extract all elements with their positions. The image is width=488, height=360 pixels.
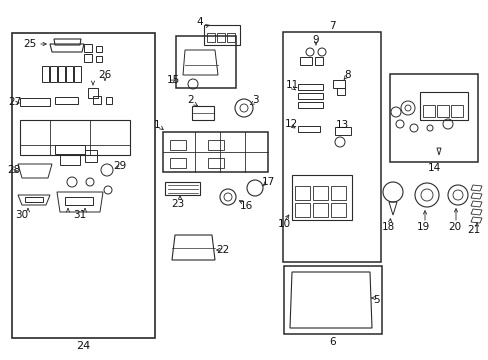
Text: 15: 15 [166, 75, 179, 85]
Bar [294, 186, 309, 200]
Bar [330, 203, 346, 217]
Bar [106, 97, 112, 104]
Bar [206, 33, 215, 42]
Bar [60, 155, 80, 165]
Text: 13: 13 [335, 120, 348, 130]
Bar [207, 140, 224, 150]
Bar [312, 203, 327, 217]
Bar [297, 84, 323, 90]
Text: 9: 9 [312, 35, 319, 45]
Text: 12: 12 [284, 119, 297, 129]
Bar [422, 105, 434, 117]
Bar [297, 93, 323, 99]
Bar [294, 203, 309, 217]
Text: 16: 16 [239, 201, 252, 211]
Bar [93, 96, 101, 104]
Bar [84, 44, 92, 52]
Text: 3: 3 [251, 95, 258, 105]
Text: 26: 26 [98, 70, 111, 80]
Bar [299, 57, 311, 65]
Text: 10: 10 [277, 219, 290, 229]
Bar [192, 106, 214, 120]
Text: 29: 29 [113, 161, 126, 171]
Bar [12, 33, 155, 338]
Bar [226, 33, 235, 42]
Bar [436, 105, 448, 117]
Text: 24: 24 [76, 341, 90, 351]
Text: 11: 11 [285, 80, 298, 90]
Bar [96, 56, 102, 62]
Bar [314, 57, 323, 65]
Bar [330, 186, 346, 200]
Text: 21: 21 [467, 225, 480, 235]
Text: 18: 18 [381, 222, 394, 232]
Bar [283, 32, 380, 262]
Bar [170, 140, 185, 150]
Bar [170, 158, 185, 168]
Text: 30: 30 [16, 210, 28, 220]
Text: 28: 28 [7, 165, 20, 175]
Text: 4: 4 [196, 17, 203, 27]
Bar [450, 105, 462, 117]
Bar [217, 33, 224, 42]
Text: 7: 7 [328, 21, 335, 31]
Text: 8: 8 [344, 70, 350, 80]
Bar [74, 66, 81, 82]
Bar [419, 92, 467, 120]
Text: 23: 23 [171, 199, 184, 209]
Bar [284, 266, 381, 334]
Bar [389, 74, 477, 162]
Text: 20: 20 [447, 222, 461, 232]
Bar [96, 46, 102, 52]
Bar [58, 66, 65, 82]
Bar [334, 127, 350, 135]
Text: 17: 17 [261, 177, 274, 187]
Bar [203, 25, 240, 45]
Text: 2: 2 [187, 95, 194, 105]
Text: 27: 27 [8, 97, 21, 107]
Text: 6: 6 [329, 337, 336, 347]
Bar [297, 102, 323, 108]
Text: 14: 14 [427, 163, 440, 173]
Bar [336, 88, 345, 95]
Text: 22: 22 [216, 245, 229, 255]
Text: 31: 31 [73, 210, 86, 220]
Bar [297, 126, 319, 132]
Bar [42, 66, 49, 82]
Text: 25: 25 [23, 39, 37, 49]
Bar [291, 175, 351, 220]
Bar [332, 80, 345, 88]
Bar [65, 197, 93, 205]
Text: 19: 19 [415, 222, 429, 232]
Bar [207, 158, 224, 168]
Text: 5: 5 [372, 295, 379, 305]
Bar [176, 36, 236, 88]
Bar [312, 186, 327, 200]
Bar [84, 54, 92, 62]
Bar [85, 150, 97, 162]
Bar [50, 66, 57, 82]
Bar [66, 66, 73, 82]
Bar [88, 88, 98, 98]
Text: 1: 1 [153, 120, 160, 130]
